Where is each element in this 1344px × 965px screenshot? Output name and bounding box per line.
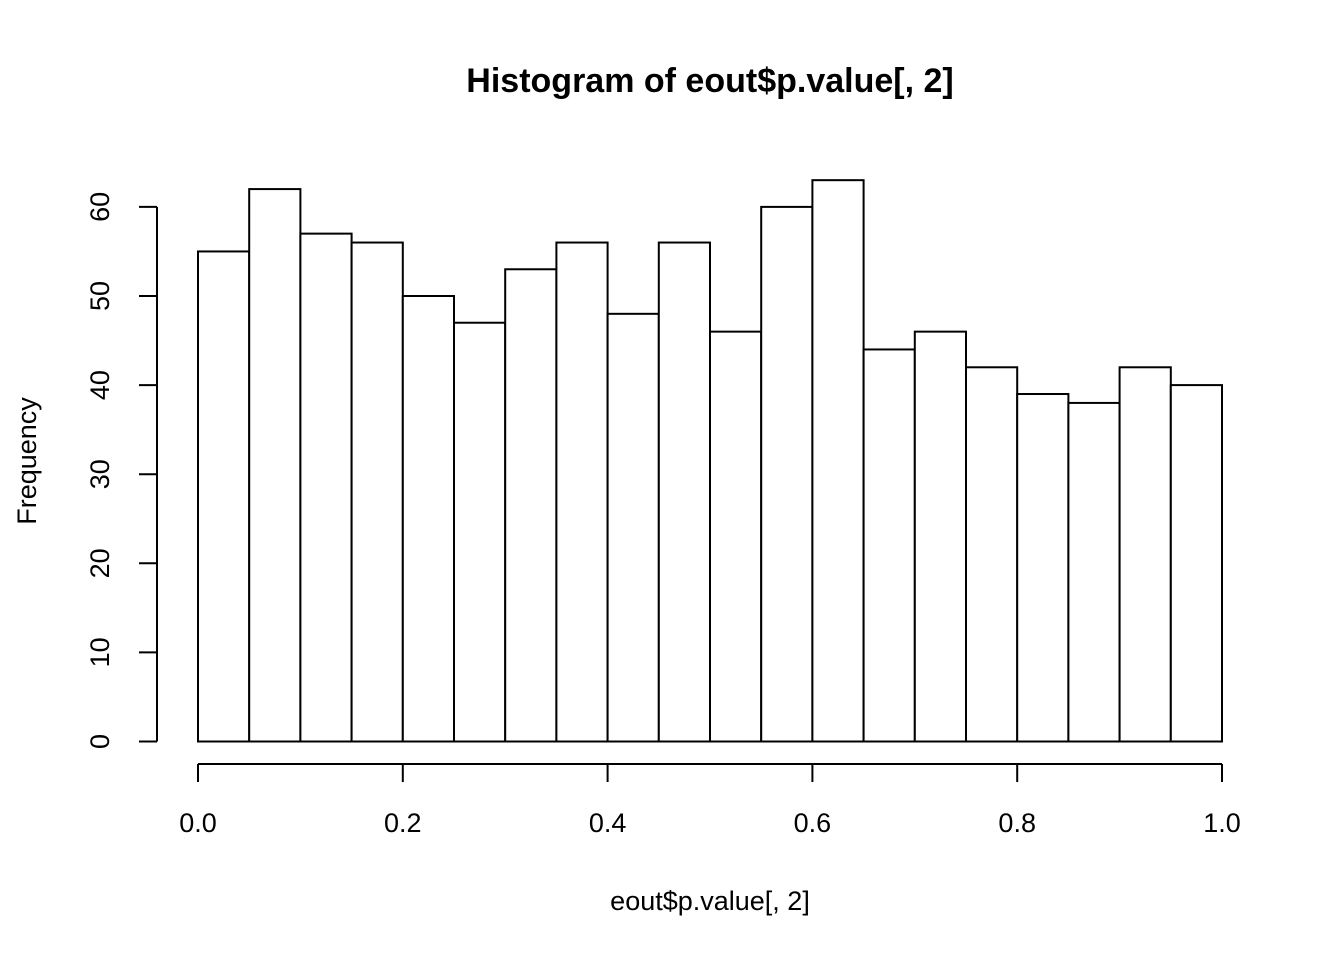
- histogram-bar: [913, 330, 967, 743]
- x-axis: 0.0 0.2 0.4 0.6 0.8 1.0: [179, 763, 1241, 838]
- y-tick-label: 20: [85, 548, 115, 578]
- x-tick-label: 0.2: [384, 808, 422, 838]
- x-tick-label: 0.6: [794, 808, 832, 838]
- histogram-bar: [862, 348, 916, 743]
- y-tick-label: 10: [85, 637, 115, 667]
- histogram-bar: [453, 321, 507, 743]
- histogram-bar: [299, 232, 353, 743]
- y-axis-label: Frequency: [12, 397, 42, 525]
- y-tick-label: 0: [85, 734, 115, 749]
- y-tick-label: 60: [85, 192, 115, 222]
- histogram-bar: [248, 188, 302, 743]
- histogram-bar: [811, 179, 865, 743]
- chart-title: Histogram of eout$p.value[, 2]: [466, 62, 953, 100]
- histogram-bar: [401, 295, 455, 743]
- bars-group: [197, 179, 1224, 743]
- histogram-bar: [197, 250, 251, 743]
- histogram-bar: [350, 241, 404, 743]
- histogram-bar: [657, 241, 711, 743]
- histogram-bar: [965, 366, 1019, 743]
- y-tick-label: 30: [85, 459, 115, 489]
- x-tick-label: 0.0: [179, 808, 217, 838]
- histogram-bar: [1118, 366, 1172, 743]
- y-tick-label: 40: [85, 370, 115, 400]
- histogram-bar: [1067, 401, 1121, 743]
- histogram-bar: [606, 312, 660, 743]
- histogram-bar: [760, 205, 814, 743]
- histogram-bar: [1016, 393, 1070, 743]
- x-tick-label: 0.4: [589, 808, 627, 838]
- x-axis-label: eout$p.value[, 2]: [610, 886, 810, 916]
- x-tick-label: 1.0: [1203, 808, 1241, 838]
- histogram-bar: [504, 268, 558, 743]
- histogram-bar: [709, 330, 763, 743]
- histogram-bar: [555, 241, 609, 743]
- y-axis: 0 10 20 30 40 50 60: [85, 192, 158, 749]
- histogram-bar: [1169, 384, 1224, 743]
- x-tick-label: 0.8: [998, 808, 1036, 838]
- y-tick-label: 50: [85, 281, 115, 311]
